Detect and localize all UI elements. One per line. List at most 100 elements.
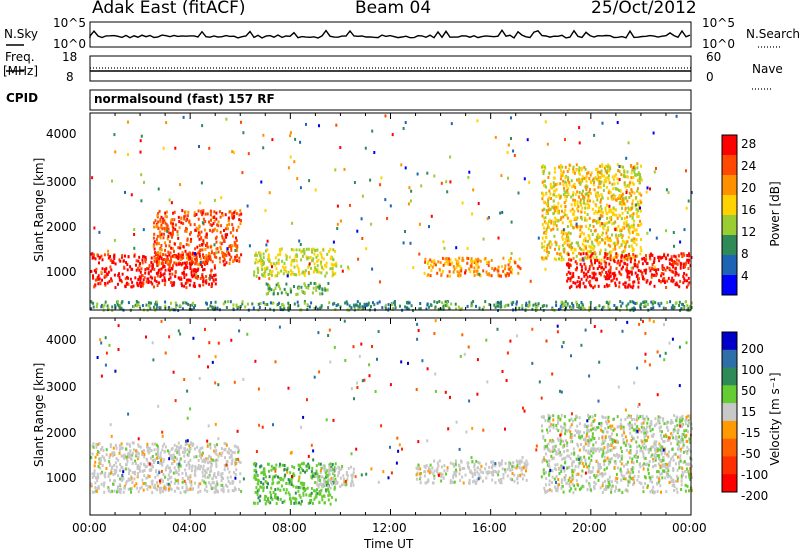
data-cell [637,178,640,182]
data-cell [350,473,353,477]
data-cell [159,251,162,255]
data-cell [579,225,582,229]
data-cell [96,450,99,454]
data-cell [471,472,474,476]
data-cell [599,164,602,168]
data-cell [294,499,297,503]
data-cell [508,466,511,470]
data-cell [453,464,456,468]
data-cell [661,264,664,268]
data-cell [264,479,267,483]
data-cell [169,454,172,458]
data-cell [495,471,498,475]
data-cell [580,277,583,281]
data-cell [624,477,627,481]
data-cell [314,489,317,493]
data-cell [627,302,630,306]
data-cell [172,222,174,226]
data-cell [455,468,457,472]
data-cell [606,216,609,220]
data-cell [159,461,162,465]
data-cell [206,245,209,249]
data-cell [220,472,223,476]
data-cell [196,262,199,266]
data-cell [651,302,654,306]
data-cell [150,456,153,460]
data-cell [124,254,126,258]
data-cell [253,469,256,473]
data-cell [444,257,447,261]
data-cell [184,266,186,270]
data-cell [336,474,339,478]
data-cell [137,303,140,306]
data-cell [175,303,178,307]
data-cell [322,267,325,271]
data-cell [107,489,110,493]
data-cell [182,245,185,248]
scatter-cell [140,134,143,138]
data-cell [560,469,563,473]
data-cell [591,437,594,441]
data-cell [199,467,201,471]
data-cell [233,211,236,215]
data-cell [622,437,625,441]
data-cell [206,212,209,216]
data-cell [265,481,268,485]
data-cell [451,261,454,265]
data-cell [169,255,172,259]
data-cell [244,305,247,309]
data-cell [574,281,577,285]
data-cell [511,302,514,306]
scatter-cell [213,243,216,247]
data-cell [103,303,106,307]
scatter-cell [635,203,638,207]
data-cell [442,307,445,311]
data-cell [122,490,125,494]
data-cell [205,485,208,489]
data-cell [576,304,579,308]
data-cell [559,177,562,181]
data-cell [220,242,223,246]
data-cell [595,204,598,208]
data-cell [207,256,210,260]
data-cell [101,445,104,449]
data-cell [637,475,640,478]
data-cell [567,176,570,180]
data-cell [590,284,593,288]
data-cell [681,302,684,306]
scatter-cell [577,205,580,209]
data-cell [275,261,278,265]
data-cell [141,284,144,288]
data-cell [176,451,179,455]
data-cell [597,258,600,262]
data-cell [583,201,585,205]
data-cell [183,276,186,279]
scatter-cell [334,168,337,172]
data-cell [645,463,648,467]
data-cell [335,479,338,483]
data-cell [480,470,483,474]
data-cell [633,478,636,482]
data-cell [446,301,448,305]
data-cell [517,271,520,275]
data-cell [124,284,127,288]
data-cell [679,266,682,270]
data-cell [267,253,270,257]
data-cell [581,306,584,309]
data-cell [90,482,93,486]
data-cell [232,216,235,220]
data-cell [188,478,191,482]
data-cell [342,477,345,481]
data-cell [230,255,233,259]
scatter-cell [600,169,603,173]
data-cell [179,242,182,246]
data-cell [219,260,222,264]
data-cell [672,458,675,462]
data-cell [199,249,202,252]
data-cell [309,256,312,259]
data-cell [572,460,575,464]
data-cell [542,172,545,176]
data-cell [632,466,635,470]
data-cell [584,202,587,206]
data-cell [129,453,132,457]
